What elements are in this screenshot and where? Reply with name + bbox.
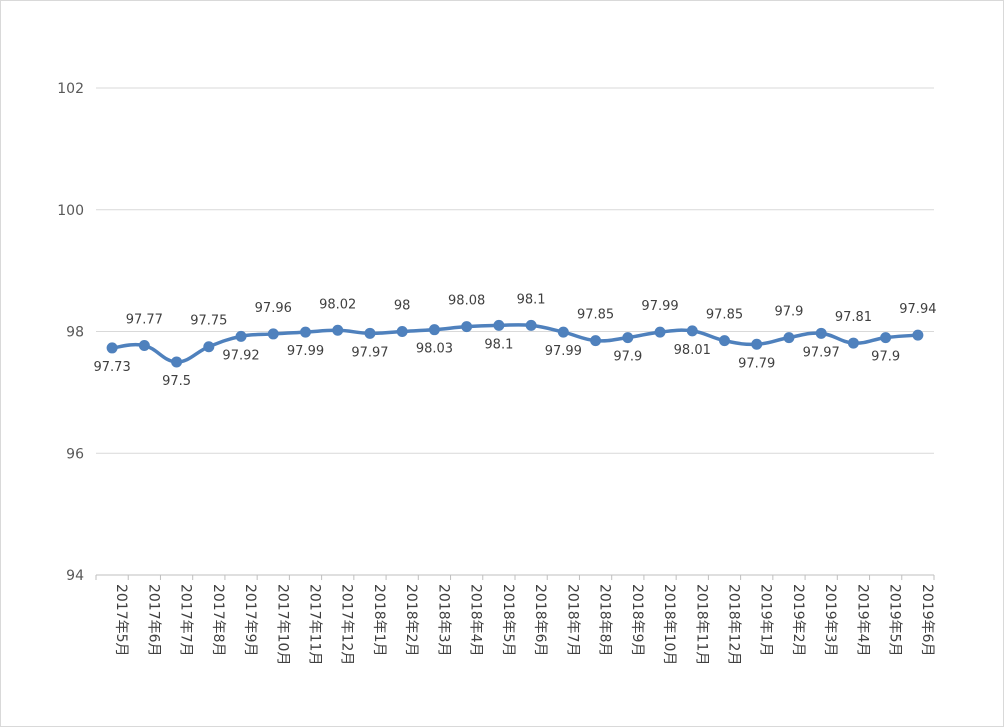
x-tick-label: 2017年6月 <box>145 584 161 657</box>
x-tick-label: 2018年6月 <box>532 584 548 657</box>
gridlines <box>96 87 934 454</box>
data-point <box>847 337 859 349</box>
data-label: 97.79 <box>738 356 775 371</box>
x-tick-label: 2017年11月 <box>307 584 323 665</box>
data-point <box>106 342 118 354</box>
data-label: 98.02 <box>319 297 356 312</box>
x-tick-label: 2019年6月 <box>919 584 935 657</box>
x-axis: 2017年5月 2017年6月 2017年7月 2017年8月 2017年9月 2017年… <box>95 574 935 665</box>
x-tick-label: 2017年5月 <box>113 584 129 657</box>
data-point <box>557 326 569 338</box>
y-tick-label: 102 <box>57 81 84 97</box>
x-tick-label: 2018年10月 <box>661 584 677 665</box>
data-label: 98.03 <box>416 342 453 357</box>
data-label: 97.5 <box>162 374 191 389</box>
x-tick-label: 2019年3月 <box>822 584 838 657</box>
data-label: 97.85 <box>577 308 614 323</box>
data-label: 97.92 <box>222 348 259 363</box>
x-tick-label: 2018年11月 <box>693 584 709 665</box>
x-tick-label: 2018年7月 <box>564 584 580 657</box>
data-label: 97.9 <box>774 305 803 320</box>
data-label: 97.81 <box>835 310 872 325</box>
data-point <box>686 325 698 337</box>
data-point <box>138 340 150 352</box>
data-point <box>203 341 215 353</box>
data-label: 98.1 <box>484 337 513 352</box>
data-point <box>525 319 537 331</box>
data-label: 97.75 <box>190 314 227 329</box>
data-point <box>719 335 730 347</box>
x-tick-label: 2018年12月 <box>726 584 742 665</box>
data-point <box>332 324 344 336</box>
data-label: 97.9 <box>871 350 900 365</box>
data-point <box>300 326 311 338</box>
x-tick-label: 2017年9月 <box>242 584 258 657</box>
data-label: 97.99 <box>287 344 324 359</box>
data-label: 97.85 <box>706 308 743 323</box>
data-label: 98.08 <box>448 294 485 309</box>
data-point <box>751 338 763 350</box>
data-label: 97.99 <box>641 299 678 314</box>
x-tick-label: 2018年3月 <box>435 584 451 657</box>
data-point <box>783 332 795 344</box>
x-tick-label: 2018年4月 <box>468 584 484 657</box>
x-tick-label: 2019年2月 <box>790 584 806 657</box>
data-point <box>461 321 473 333</box>
x-tick-label: 2019年1月 <box>758 584 774 657</box>
data-label: 97.94 <box>899 302 936 317</box>
x-tick-label: 2019年4月 <box>854 584 870 657</box>
data-point <box>396 326 408 337</box>
data-label: 97.99 <box>545 344 582 359</box>
data-point <box>912 329 924 341</box>
data-point <box>364 327 376 339</box>
x-tick-label: 2018年2月 <box>403 584 419 657</box>
data-point <box>267 328 279 340</box>
x-tick-label: 2017年7月 <box>178 584 194 657</box>
x-tick-label: 2019年5月 <box>887 584 903 657</box>
x-tick-label: 2018年8月 <box>597 584 613 657</box>
y-axis: 94 96 98 100 102 <box>57 81 84 584</box>
data-label: 98.01 <box>674 343 711 358</box>
data-label: 98 <box>394 299 411 314</box>
data-point <box>880 332 892 344</box>
data-point <box>654 326 666 338</box>
x-tick-label: 2017年10月 <box>274 584 290 665</box>
data-point <box>428 324 440 336</box>
data-label: 98.1 <box>517 292 546 307</box>
data-label: 97.77 <box>126 313 163 328</box>
data-label: 97.73 <box>94 360 131 375</box>
data-label: 97.9 <box>613 350 642 365</box>
y-tick-label: 100 <box>57 203 84 219</box>
data-label: 97.97 <box>351 345 388 360</box>
x-tick-label: 2018年9月 <box>629 584 645 657</box>
series <box>106 319 924 368</box>
data-labels: 97.73 97.77 97.5 97.75 97.92 97.96 97.99 98.02 9… <box>94 292 937 389</box>
data-point <box>493 319 505 331</box>
data-point <box>171 356 183 368</box>
data-point <box>590 335 602 347</box>
data-point <box>815 327 827 339</box>
x-tick-label: 2018年1月 <box>371 584 387 657</box>
y-tick-label: 98 <box>66 325 84 341</box>
data-label: 97.96 <box>255 301 292 316</box>
y-tick-label: 96 <box>66 446 84 462</box>
data-point <box>622 332 634 344</box>
data-label: 97.97 <box>803 345 840 360</box>
data-point <box>235 330 247 342</box>
x-tick-label: 2018年5月 <box>500 584 516 657</box>
y-tick-label: 94 <box>66 568 84 584</box>
x-tick-label: 2017年8月 <box>210 584 226 657</box>
x-tick-label: 2017年12月 <box>339 584 355 665</box>
